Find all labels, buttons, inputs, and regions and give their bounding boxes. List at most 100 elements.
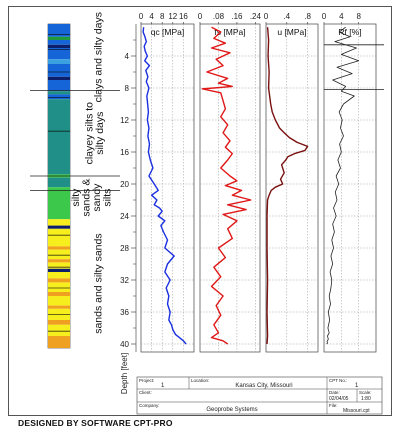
panel-frame [323, 23, 377, 353]
log-panel: 0 4 8 Rf [%] [322, 12, 377, 353]
depth-tick-label: 16 [120, 148, 129, 157]
depth-tick-label: 20 [120, 180, 129, 189]
panel-title: u [MPa] [277, 27, 306, 37]
zone-label: sands and silty sands [93, 233, 105, 333]
x-tick-label: 0 [264, 12, 269, 21]
soil-layer [48, 320, 70, 325]
x-tick-label: 0 [322, 12, 327, 21]
panel-title: qc [MPa] [151, 27, 185, 37]
soil-layer [48, 336, 70, 348]
x-tick-label: 4 [339, 12, 344, 21]
zone-label-line: clays and silty days [93, 12, 105, 102]
soil-layer [48, 40, 70, 45]
soil-layer [48, 44, 70, 48]
title-value-file: Missouri.cpt [343, 408, 370, 414]
title-label-scale: Scale: [359, 390, 372, 395]
title-block-frame [136, 376, 383, 415]
depth-axis: 4 8 12 16 20 24 28 32 36 40 Depth [feet] [120, 24, 137, 394]
title-label-client: Client: [139, 390, 152, 395]
soil-layer [48, 324, 70, 336]
x-tick-label: .8 [304, 12, 311, 21]
data-line [142, 27, 187, 345]
title-label-cpt: CPT No.: [329, 378, 347, 383]
data-line [266, 27, 309, 345]
depth-axis-label-text: Depth [feet] [120, 353, 129, 394]
title-value-scale: 1:80 [361, 396, 371, 402]
panel-frame [199, 23, 261, 353]
soil-layer [48, 228, 70, 247]
depth-tick-label: 32 [120, 276, 129, 285]
title-value-cpt: 1 [355, 383, 359, 389]
title-label-file: File: [329, 403, 338, 408]
soil-layer [48, 187, 70, 220]
depth-tick-label: 8 [125, 84, 130, 93]
title-block: Project: 1 Location: Kansas City, Missouri C… [136, 376, 383, 415]
soil-layer [48, 278, 70, 283]
zone-label-line: sands & [80, 179, 92, 217]
soil-layer [48, 76, 70, 80]
log-panel: 0 .08 .16 .24 fs [MPa] [198, 12, 262, 353]
data-line [326, 26, 360, 345]
depth-tick-label: 36 [120, 308, 129, 317]
soil-layer [48, 282, 70, 292]
depth-tick-label: 24 [120, 212, 129, 221]
soil-layer [48, 91, 70, 95]
soil-layer [48, 249, 70, 260]
depth-tick-label: 40 [120, 340, 129, 349]
zone-label-line: sands and silty sands [93, 233, 105, 333]
log-panel: 0 4 8 12 16 qc [MPa] [139, 12, 195, 353]
soil-layer [48, 99, 70, 175]
soil-layer [48, 64, 70, 77]
software-credit: DESIGNED BY SOFTWARE CPT-PRO [18, 418, 173, 428]
soil-layer [48, 246, 70, 250]
x-tick-label: .24 [250, 12, 262, 21]
x-tick-label: .08 [213, 12, 225, 21]
zone-label-line: clayey silts to [83, 102, 95, 165]
zone-label-line: sandy [91, 183, 103, 212]
soil-layer [48, 177, 70, 188]
soil-layer [48, 272, 70, 279]
depth-tick-label: 28 [120, 244, 129, 253]
x-tick-label: 12 [168, 12, 177, 21]
soil-layer [48, 259, 70, 263]
data-line [201, 26, 252, 345]
x-tick-label: 0 [139, 12, 144, 21]
soil-layer [48, 219, 70, 226]
panel-frame [140, 23, 195, 353]
soil-layer [48, 80, 70, 92]
soil-layer [48, 268, 70, 272]
x-tick-label: 8 [160, 12, 165, 21]
depth-axis-label: Depth [feet] [120, 353, 129, 394]
title-value-company: Geoprobe Systems [206, 407, 257, 413]
zone-label-line: silts [101, 189, 113, 207]
log-panel: 0 .4 .8 u [MPa] [264, 12, 319, 353]
x-tick-label: 0 [198, 12, 203, 21]
depth-tick-label: 12 [120, 116, 129, 125]
x-tick-label: 16 [179, 12, 188, 21]
title-value-date: 02/04/05 [329, 396, 349, 402]
panel-title: fs [MPa] [214, 27, 245, 37]
soil-layer [48, 296, 70, 306]
x-tick-label: .16 [231, 12, 243, 21]
soil-layer [48, 305, 70, 309]
title-label-company: Company: [139, 403, 160, 408]
zone-label-line: silty days [94, 112, 106, 155]
x-tick-label: 8 [356, 12, 361, 21]
zone-label-line: silty [70, 188, 82, 207]
soil-layer [48, 225, 70, 229]
title-value-location: Kansas City, Missouri [235, 383, 292, 389]
soil-layer [48, 262, 70, 269]
soil-layer [48, 36, 70, 40]
soil-layer [48, 59, 70, 64]
soil-layer [48, 292, 70, 296]
panel-title: Rf [%] [338, 27, 361, 37]
x-tick-label: .4 [283, 12, 290, 21]
soil-layer [48, 24, 70, 37]
title-label-date: Date: [329, 390, 340, 395]
soil-layer [48, 94, 70, 100]
title-value-project: 1 [161, 383, 165, 389]
